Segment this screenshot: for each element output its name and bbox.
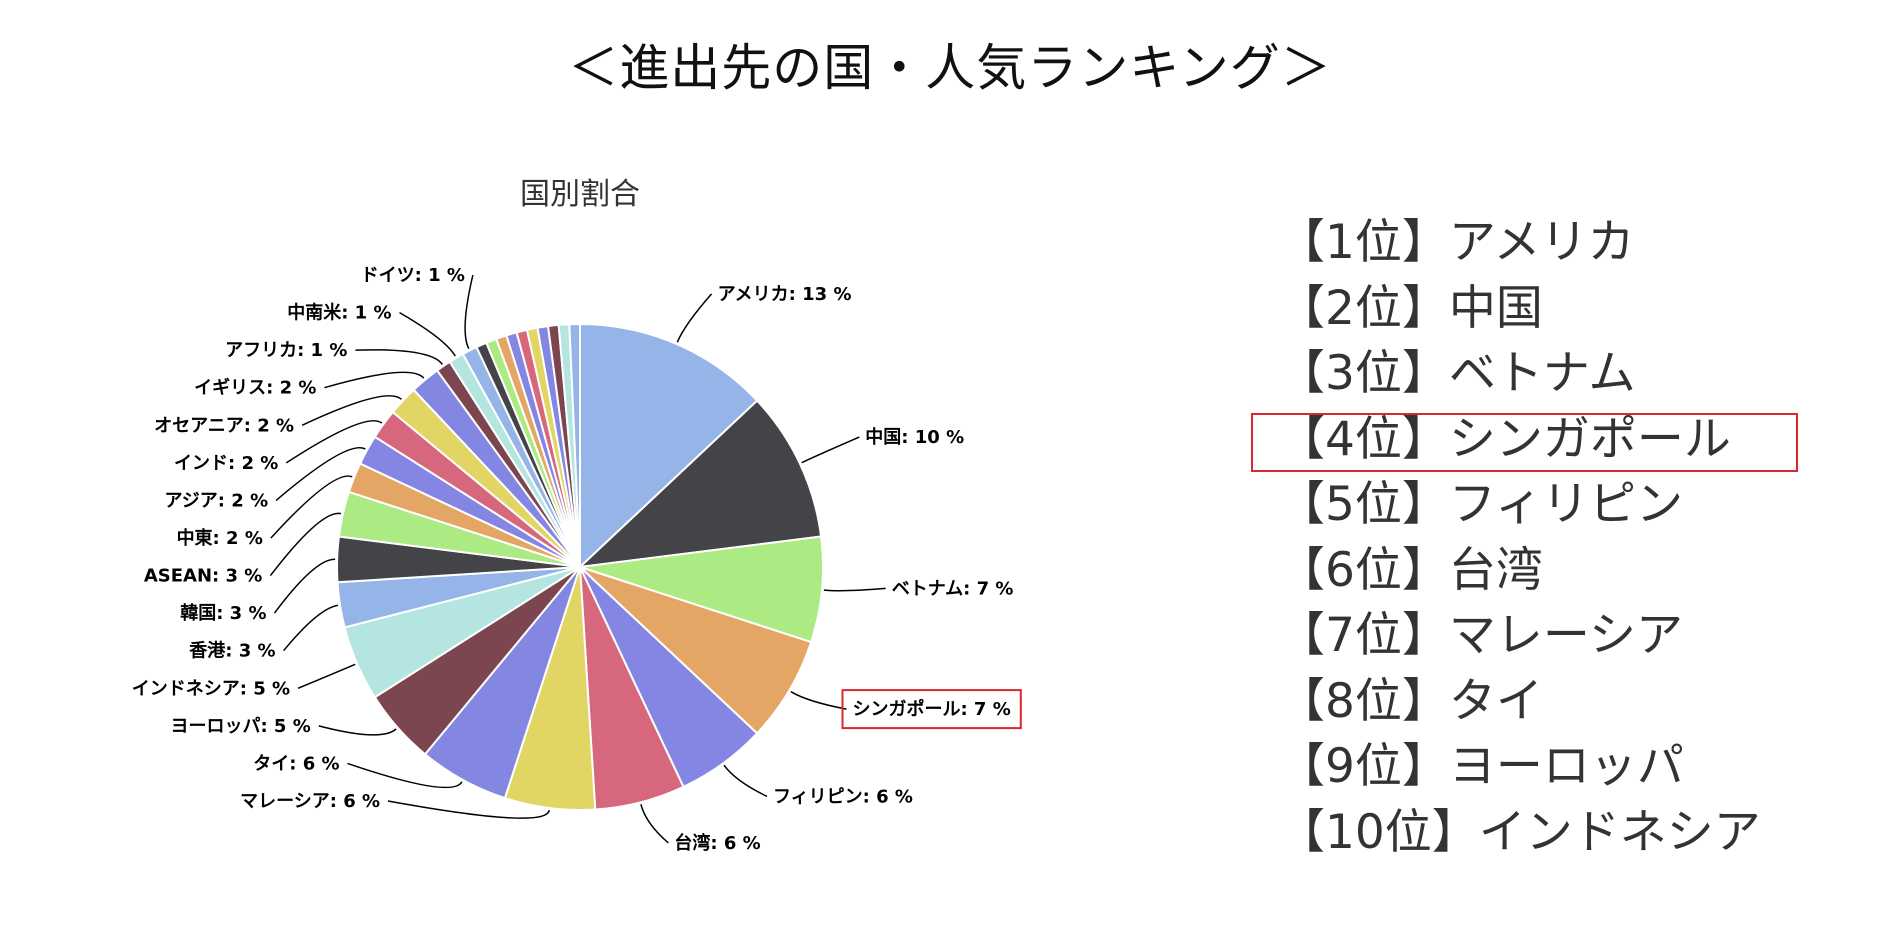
chart-title: 国別割合 [520, 177, 640, 212]
ranking-list: 【1位】アメリカ 【2位】中国【3位】ベトナム【4位】シンガポール 【5位】フィリピ… [1278, 210, 1761, 865]
slice-label: 台湾: 6 % [674, 832, 760, 854]
slice-label: 中南米: 1 % [287, 302, 391, 324]
slice-label: シンガポール: 7 % [852, 698, 1010, 720]
chart-highlight-box [841, 689, 1022, 730]
pie-slice-other [568, 322, 581, 568]
ranking-item: 【3位】ベトナム [1278, 346, 1636, 401]
label-connector [640, 804, 669, 844]
ranking-item: 【4位】シンガポール [1278, 411, 1731, 467]
slice-label: インド: 2 % [174, 453, 278, 474]
slice-label: 香港: 3 % [188, 641, 275, 662]
label-connector [301, 395, 402, 426]
slice-label: タイ: 6 % [253, 753, 339, 774]
label-connector [801, 436, 860, 464]
label-connector [387, 800, 551, 819]
pie-slice-2 [579, 535, 824, 644]
page-title: ＜進出先の国・人気ランキング＞ [568, 39, 1332, 97]
slice-label: ドイツ: 1 % [361, 265, 465, 286]
slice-label: イギリス: 2 % [194, 378, 316, 399]
slice-label: 中東: 2 % [177, 527, 263, 549]
ranking-item: 【7位】マレーシア [1278, 608, 1683, 663]
slice-label: ヨーロッパ: 5 % [170, 716, 310, 737]
slice-label: アフリカ: 1 % [225, 340, 347, 361]
ranking-item: 【9位】ヨーロッパ [1278, 739, 1684, 794]
pie-chart: 国別割合 アメリカ: 13 % 中国: 10 % ベトナム: 7 % シンガポール: … [132, 177, 1022, 854]
slice-label: オセアニア: 2 % [154, 415, 294, 436]
ranking-item: 【2位】中国 [1278, 280, 1543, 336]
label-connector [676, 293, 713, 343]
label-connector [283, 604, 339, 652]
label-connector [823, 587, 886, 592]
label-connector [270, 475, 353, 539]
slice-label: アメリカ: 13 % [718, 284, 852, 305]
label-connector [399, 311, 456, 357]
slice-label: アジア: 2 % [165, 490, 269, 511]
label-connector [275, 447, 366, 501]
ranking-item: 【5位】フィリピン [1278, 477, 1683, 532]
ranking-item: 【8位】タイ [1278, 673, 1543, 729]
label-connector [285, 420, 383, 464]
label-connector [790, 691, 847, 710]
slice-label: インドネシア: 5 % [132, 678, 290, 699]
ranking-highlight-box [1251, 413, 1798, 472]
ranking-item: 【10位】インドネシア [1278, 804, 1761, 860]
pie-slice-3 [579, 566, 813, 735]
pie-slice-0 [579, 322, 759, 570]
pie-slice-1 [577, 399, 823, 569]
slice-label: 中国: 10 % [865, 426, 964, 448]
label-connector [297, 663, 356, 689]
label-connector [324, 371, 425, 389]
slice-label: ベトナム: 7 % [892, 578, 1014, 599]
slice-label: 韓国: 3 % [180, 602, 266, 624]
label-connector [269, 512, 342, 577]
label-connector [355, 349, 443, 365]
label-connector [318, 725, 397, 736]
label-connector [273, 558, 336, 614]
ranking-item: 【1位】アメリカ [1278, 215, 1635, 270]
label-connector [347, 762, 463, 789]
slice-label: ASEAN: 3 % [144, 566, 262, 587]
label-connector [464, 274, 474, 350]
slice-label: フィリピン: 6 % [773, 786, 913, 807]
label-connector [723, 764, 768, 798]
slice-label: マレーシア: 6 % [240, 791, 380, 812]
ranking-item: 【6位】台湾 [1278, 542, 1543, 598]
